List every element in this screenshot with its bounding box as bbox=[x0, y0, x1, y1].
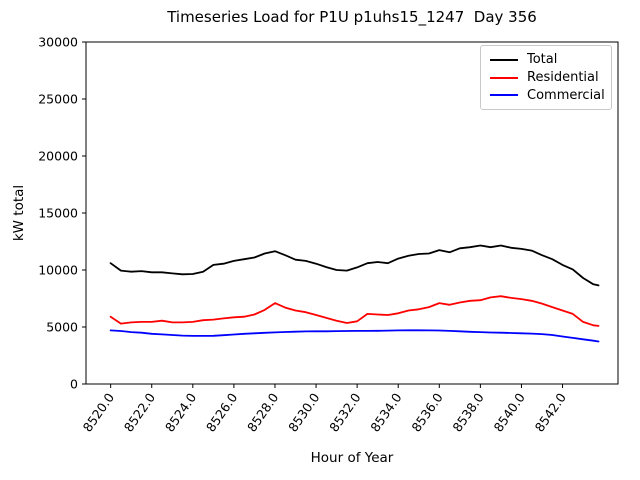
x-tick-label: 8522.0 bbox=[121, 390, 158, 434]
legend: Total Residential Commercial bbox=[480, 45, 612, 110]
x-axis-label: Hour of Year bbox=[310, 450, 394, 466]
x-tick-label: 8534.0 bbox=[367, 390, 404, 434]
legend-label-commercial: Commercial bbox=[527, 87, 605, 103]
y-tick-label: 5000 bbox=[46, 320, 78, 335]
legend-label-residential: Residential bbox=[527, 70, 599, 85]
legend-label-total: Total bbox=[527, 52, 558, 68]
x-tick-label: 8528.0 bbox=[244, 390, 281, 434]
y-tick-label: 25000 bbox=[38, 92, 78, 107]
y-tick-label: 30000 bbox=[38, 35, 78, 50]
x-tick-label: 8538.0 bbox=[449, 390, 486, 434]
residential-line-swatch bbox=[490, 76, 518, 79]
commercial-line-swatch bbox=[490, 94, 518, 97]
y-tick-label: 10000 bbox=[38, 263, 78, 278]
chart-title: Timeseries Load for P1U p1uhs15_1247 Day… bbox=[167, 8, 537, 26]
y-tick-label: 0 bbox=[70, 377, 78, 392]
series-line-residential bbox=[109, 295, 600, 327]
legend-item-total: Total bbox=[490, 51, 602, 69]
total-line-swatch bbox=[490, 58, 518, 61]
legend-item-residential: Residential bbox=[490, 69, 602, 87]
y-axis-label: kW total bbox=[11, 184, 27, 242]
y-tick-label: 15000 bbox=[38, 206, 78, 221]
x-tick-label: 8526.0 bbox=[203, 390, 240, 434]
series-line-total bbox=[109, 244, 600, 287]
x-tick-label: 8536.0 bbox=[408, 390, 445, 434]
series-line-commercial bbox=[109, 329, 600, 343]
x-tick-label: 8524.0 bbox=[162, 390, 199, 434]
legend-item-commercial: Commercial bbox=[490, 86, 605, 104]
x-tick-label: 8530.0 bbox=[285, 390, 322, 434]
x-tick-label: 8540.0 bbox=[491, 390, 528, 434]
x-tick-label: 8520.0 bbox=[80, 390, 117, 434]
x-tick-label: 8532.0 bbox=[326, 390, 363, 434]
x-tick-label: 8542.0 bbox=[532, 390, 569, 434]
y-tick-label: 20000 bbox=[38, 149, 78, 164]
